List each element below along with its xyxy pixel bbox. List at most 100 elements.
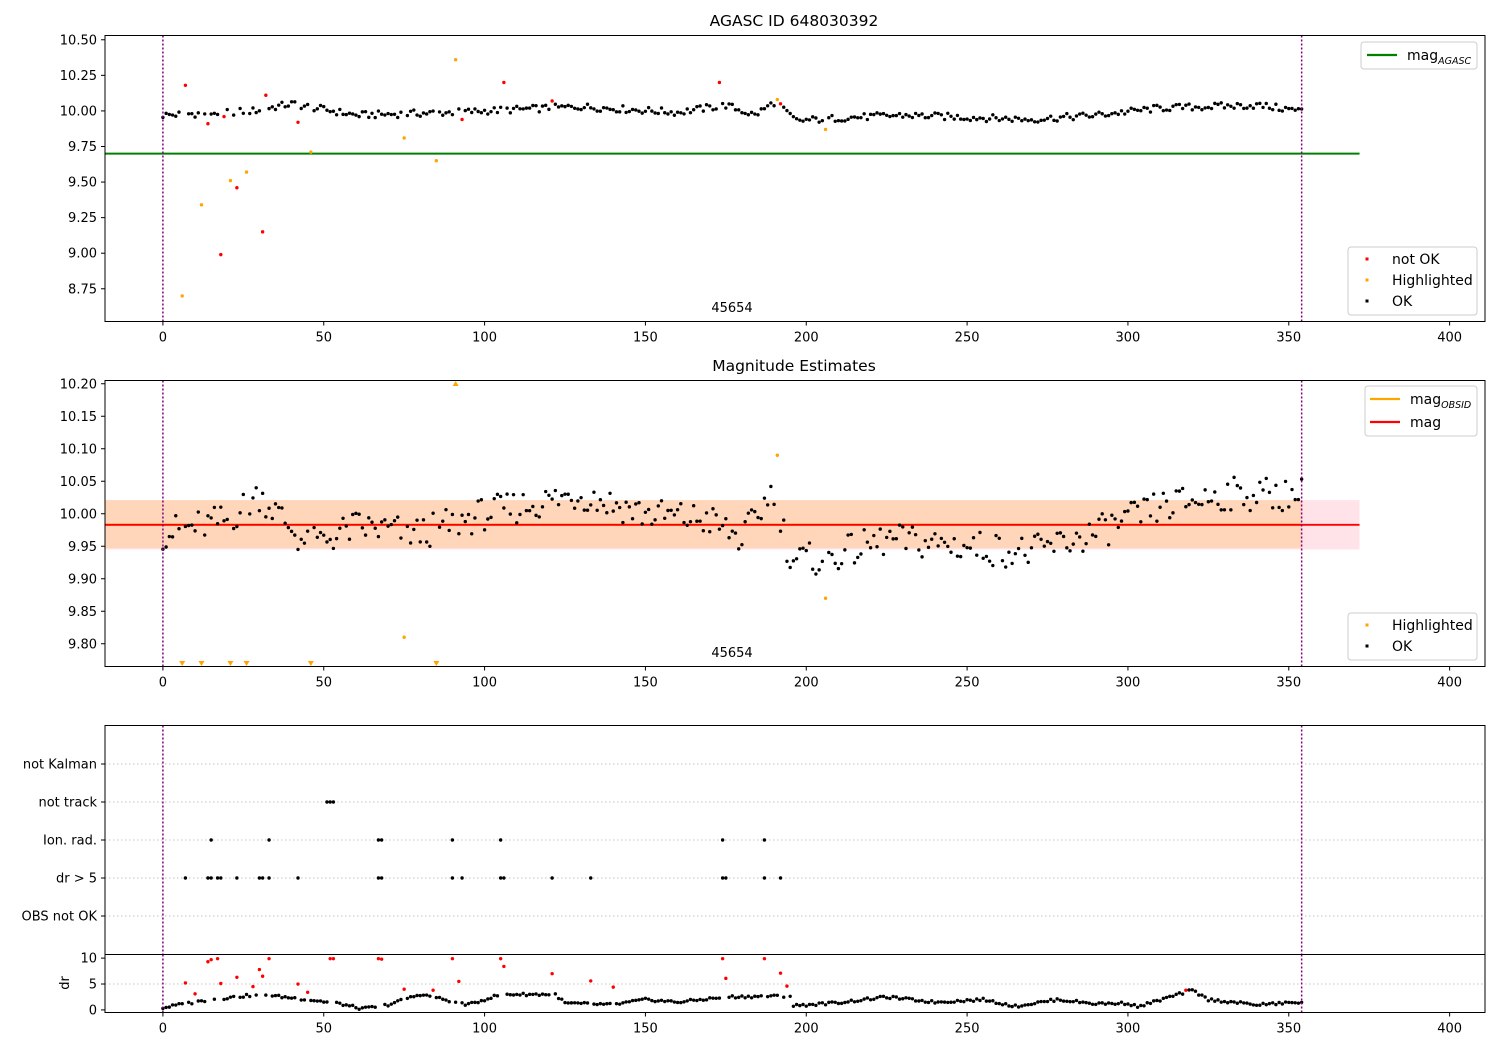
dr-point (489, 996, 493, 1001)
x-tick-label: 100 (472, 1022, 497, 1037)
dr-point (595, 1002, 599, 1007)
ok-point (508, 111, 513, 115)
ok-point (1065, 546, 1069, 550)
dr-point (396, 999, 400, 1003)
ok-point (495, 110, 500, 115)
dr-point (392, 1000, 397, 1005)
ok-point (981, 116, 985, 121)
ok-point (1097, 517, 1101, 521)
ok-point (556, 105, 561, 109)
ok-point (495, 492, 500, 497)
dr-point (1248, 1002, 1252, 1006)
dr-point (1058, 998, 1063, 1002)
ok-point (646, 105, 651, 110)
dr-point (1216, 998, 1220, 1002)
ok-point (1084, 113, 1088, 117)
dr-point (563, 1000, 567, 1005)
dr-point (653, 999, 657, 1004)
dr-point (421, 993, 426, 997)
not-ok-point (222, 114, 226, 119)
dr-point (1029, 1002, 1034, 1007)
ok-point (428, 544, 432, 548)
dr-point (730, 994, 734, 998)
ok-point (1007, 117, 1011, 122)
ok-point (183, 524, 188, 529)
ok-point (946, 544, 950, 549)
ok-point (984, 119, 989, 124)
dr-point (592, 1002, 596, 1006)
ok-point (1164, 108, 1169, 112)
ok-point (1032, 534, 1037, 538)
dr-point (1190, 988, 1194, 992)
dr-point (315, 999, 320, 1003)
ok-point (293, 533, 297, 537)
ok-point (942, 117, 947, 122)
ok-point (1132, 107, 1137, 112)
ok-point (415, 113, 419, 117)
ok-point (720, 523, 725, 528)
ok-point (260, 491, 265, 496)
ok-point (1283, 479, 1288, 484)
ok-point (572, 506, 577, 510)
y-tick-label: 10.00 (60, 104, 97, 119)
dr-point (447, 999, 451, 1004)
dr-point (1016, 1005, 1021, 1009)
ok-point (331, 546, 336, 551)
dr-point (672, 1000, 677, 1004)
dr-point (190, 1002, 194, 1006)
dr-point (1023, 1003, 1027, 1007)
ok-point (212, 505, 217, 510)
ok-point (637, 109, 641, 113)
dr-flagged-point (498, 956, 503, 961)
y-tick-label: 9.25 (68, 211, 97, 226)
ok-point (695, 104, 699, 109)
ok-point (251, 496, 255, 500)
ok-point (521, 492, 525, 497)
ok-point (830, 552, 834, 557)
not-ok-point (778, 102, 783, 106)
dr-point (605, 1002, 609, 1006)
dr-flagged-point (215, 956, 220, 961)
ok-point (971, 115, 976, 120)
ok-point (762, 496, 767, 500)
x-tick-label: 100 (472, 331, 497, 346)
dr-point (1036, 1000, 1040, 1004)
ok-point (283, 521, 287, 525)
ok-point (1174, 489, 1178, 493)
dr-point (888, 996, 892, 1001)
ok-point (492, 496, 496, 501)
highlighted-point (180, 294, 184, 298)
ok-point (859, 115, 863, 120)
flag-row-label: not Kalman (23, 758, 97, 773)
dr-point (199, 999, 204, 1003)
ok-point (1039, 537, 1043, 541)
dr-point (289, 996, 294, 1000)
ok-point (1116, 112, 1120, 117)
ok-point (1209, 499, 1214, 503)
ok-point (772, 502, 776, 507)
dr-point (698, 997, 702, 1002)
x-tick-label: 400 (1437, 1022, 1462, 1037)
ok-point (482, 528, 487, 532)
ok-point (746, 511, 751, 515)
ok-point (804, 548, 808, 553)
ok-point (286, 525, 291, 530)
dr-flagged-point (762, 956, 767, 961)
ok-point (1126, 509, 1130, 513)
ok-point (473, 107, 477, 111)
ok-point (283, 105, 287, 109)
ok-point (708, 104, 712, 108)
ok-point (186, 523, 191, 528)
panel-dr-frame (104, 954, 1486, 1013)
dr-point (383, 1002, 387, 1007)
ok-point (170, 535, 175, 539)
ok-point (1055, 531, 1059, 535)
dr-point (1020, 1004, 1024, 1008)
ok-point (1123, 509, 1127, 514)
ok-point (257, 508, 262, 513)
ok-point (740, 111, 744, 115)
ok-point (1251, 106, 1256, 110)
dr-point (1222, 999, 1227, 1004)
dr-point (1261, 1001, 1265, 1005)
dr-point (971, 999, 976, 1003)
